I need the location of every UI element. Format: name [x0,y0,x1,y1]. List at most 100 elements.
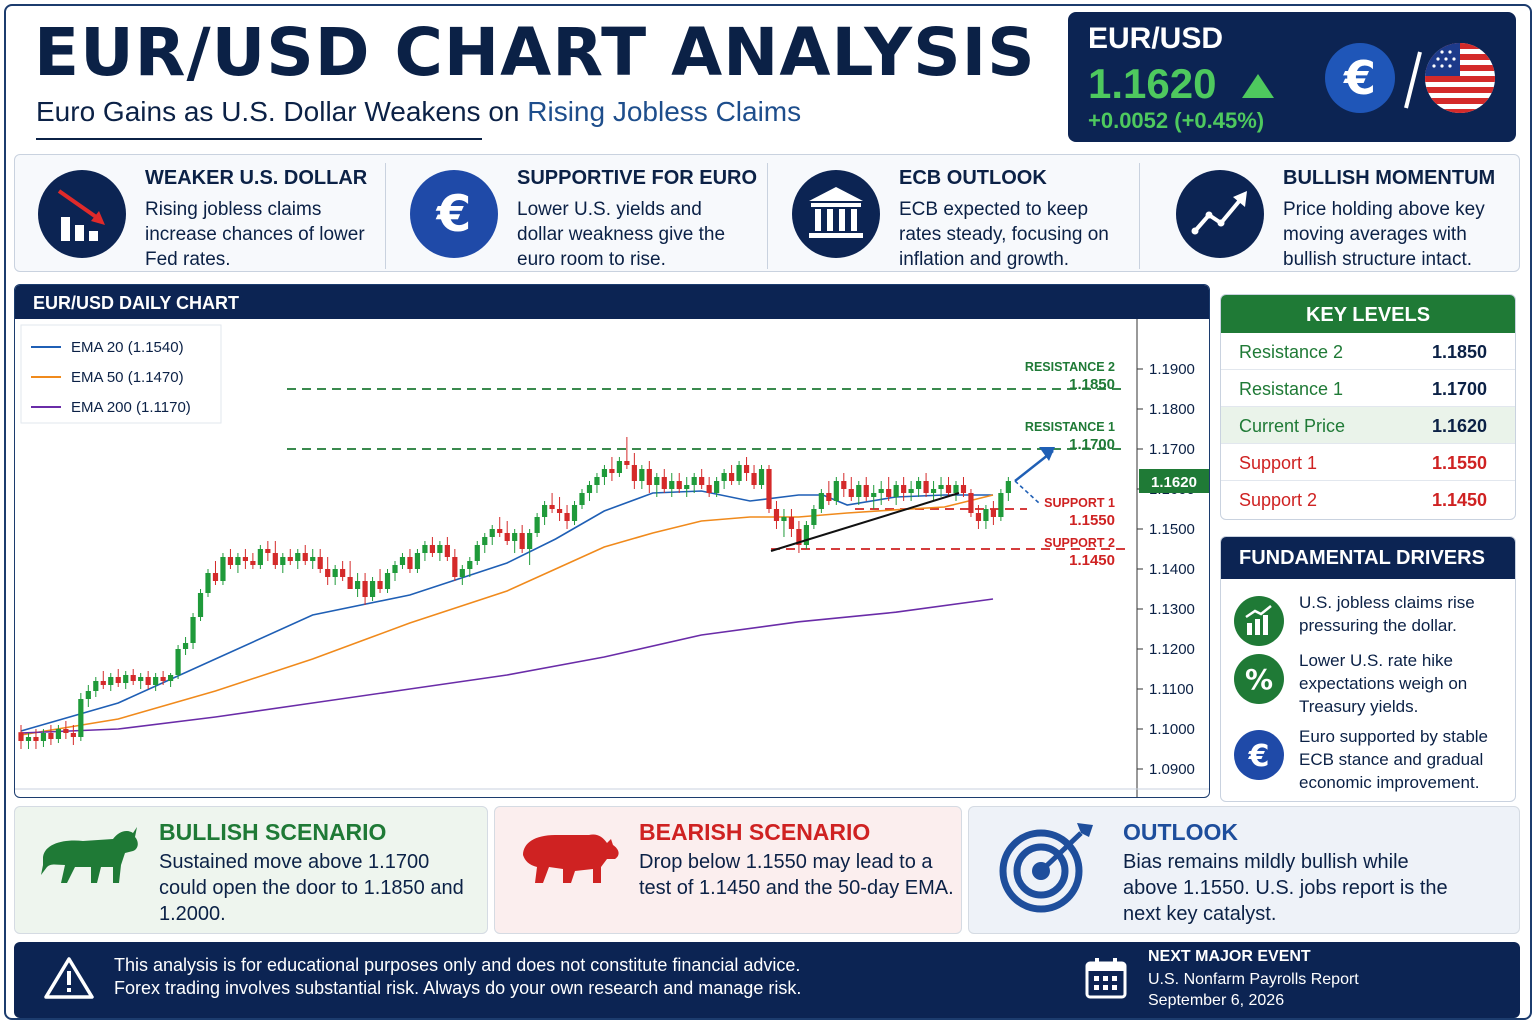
candle-body [871,493,877,497]
candle-body [856,485,862,497]
candle-body [399,557,406,565]
candle-body [586,485,593,493]
quote-panel: EUR/USD 1.1620 +0.0052 (+0.45%) € [1068,12,1516,142]
disclaimer: This analysis is for educational purpose… [114,954,801,1000]
level-name: Resistance 2 [1239,342,1344,362]
candle-body [758,469,765,485]
y-tick-label: 1.1300 [1149,601,1195,618]
info-cards-row: WEAKER U.S. DOLLAR Rising jobless claims… [14,154,1520,272]
bear-icon [523,834,619,883]
candle-body [250,561,256,565]
candle-body [519,533,525,549]
candle-body [459,569,465,577]
bar-chart-icon [1234,596,1284,646]
level-value-label: 1.1850 [1069,376,1115,393]
candle-body [377,581,383,589]
us-flag-icon [1425,43,1495,113]
candle-body [624,461,630,465]
candle-body [796,529,802,545]
current-price-tag [1139,469,1209,493]
info-card-bullish-momentum: BULLISH MOMENTUM Price holding above key… [1153,155,1519,271]
candle-body [788,517,795,529]
candle-body [579,493,585,505]
y-tick-label: 1.1500 [1149,521,1195,538]
info-divider [767,163,768,269]
info-card-text: Lower U.S. yields and dollar weakness gi… [517,199,726,270]
euro-flag-icon: € [1325,43,1395,113]
candle-body [100,681,106,685]
candle-body [564,513,570,521]
level-row-current-price: Current Price 1.1620 [1221,407,1515,444]
candle-body [145,677,151,685]
candle-body [766,469,772,509]
level-label: SUPPORT 2 [1044,536,1115,550]
bull-icon [41,827,138,883]
candle-body [512,533,518,541]
candle-body [444,545,450,557]
ema-line [20,598,994,734]
candle-body [923,481,929,493]
candle-body [901,485,907,493]
euro-icon: € [1234,730,1284,780]
scenario-text: Drop below 1.1550 may lead to a test of … [639,851,954,899]
candle-body [669,481,675,489]
info-card-ecb-outlook: ECB OUTLOOK ECB expected to keep rates s… [769,155,1139,271]
subtitle-text: Euro Gains as U.S. Dollar Weakens on [36,96,528,127]
scenario-title: BEARISH SCENARIO [639,819,871,845]
candle-body [504,533,510,541]
drivers-title: FUNDAMENTAL DRIVERS [1221,537,1515,579]
candle-body [123,675,129,683]
candle-body [841,481,847,489]
page-frame [4,4,1532,1020]
candle-body [534,517,540,533]
bank-icon [792,170,880,258]
candle-body [340,569,346,577]
candle-body [422,545,428,553]
level-value-label: 1.1450 [1069,552,1115,569]
candle-body [975,513,982,521]
candle-body [362,581,368,597]
fundamental-drivers-panel: FUNDAMENTAL DRIVERS U.S. jobless claims … [1220,536,1516,802]
footer-bar: This analysis is for educational purpose… [14,942,1520,1018]
driver-text: U.S. jobless claims rise pressuring the … [1299,593,1475,635]
scenario-title: BULLISH SCENARIO [159,819,387,845]
key-levels-panel: KEY LEVELS Resistance 2 1.1850 Resistance… [1220,294,1516,520]
candle-body [265,549,271,553]
svg-text:%: % [1245,663,1273,696]
candle-body [983,509,989,521]
candle-body [33,737,39,741]
y-tick-label: 1.0900 [1149,761,1195,778]
quote-pair: EUR/USD [1088,22,1224,55]
candle-body [945,485,952,493]
candle-body [676,481,682,489]
y-tick-label: 1.1800 [1149,401,1195,418]
candle-body [130,675,136,681]
candle-body [609,469,615,473]
bullish-scenario-card: BULLISH SCENARIO Sustained move above 1.… [14,806,488,934]
level-row-support-2: Support 2 1.1450 [1221,481,1515,518]
candle-body [25,737,32,741]
info-card-title: WEAKER U.S. DOLLAR [145,167,368,189]
candle-body [93,681,99,691]
candle-body [938,485,944,489]
candle-body [594,477,600,485]
candle-body [631,465,637,481]
candle-body [153,677,159,685]
level-value: 1.1620 [1431,416,1487,436]
chart-title: EUR/USD DAILY CHART [15,285,1209,319]
candle-body [160,677,166,681]
candle-body [549,505,555,509]
candle-body [48,733,54,739]
page-title: EUR/USD CHART ANALYSIS [34,14,1036,91]
candle-body [474,545,480,561]
candle-body [736,465,742,481]
candle-body [990,509,996,517]
event-date: September 6, 2026 [1148,992,1285,1009]
y-tick-label: 1.1200 [1149,641,1195,658]
candle-body [818,493,824,509]
level-name: Current Price [1239,416,1346,436]
info-card-text: Price holding above key moving averages … [1283,199,1485,270]
y-tick-label: 1.1700 [1149,441,1195,458]
candle-body [452,557,458,577]
quote-price: 1.1620 [1088,60,1217,107]
